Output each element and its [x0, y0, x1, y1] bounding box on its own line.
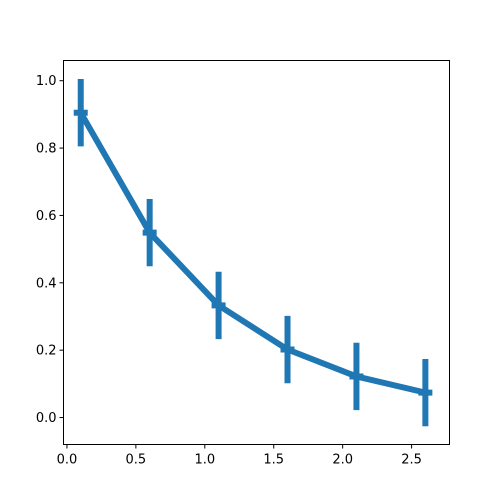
- y-tick-label: 0.0: [36, 411, 57, 426]
- plot-area: [73, 79, 433, 427]
- x-tick-label: 1.0: [194, 453, 215, 468]
- x-tick-label: 0.0: [57, 453, 78, 468]
- y-tick-label: 0.8: [36, 142, 57, 157]
- x-tick-label: 2.5: [401, 453, 422, 468]
- y-tick-label: 0.6: [36, 209, 57, 224]
- y-tick-label: 0.2: [36, 344, 57, 359]
- axes-frame: [63, 60, 450, 445]
- x-tick-label: 0.5: [126, 453, 147, 468]
- series-line: [77, 109, 429, 396]
- y-axis: 0.0 0.2 0.4 0.6 0.8 1.0: [36, 74, 64, 426]
- y-tick-label: 0.4: [36, 276, 57, 291]
- y-tick-label: 1.0: [36, 74, 57, 89]
- x-axis: 0.0 0.5 1.0 1.5 2.0 2.5: [57, 444, 422, 468]
- x-tick-label: 2.0: [332, 453, 353, 468]
- x-tick-label: 1.5: [263, 453, 284, 468]
